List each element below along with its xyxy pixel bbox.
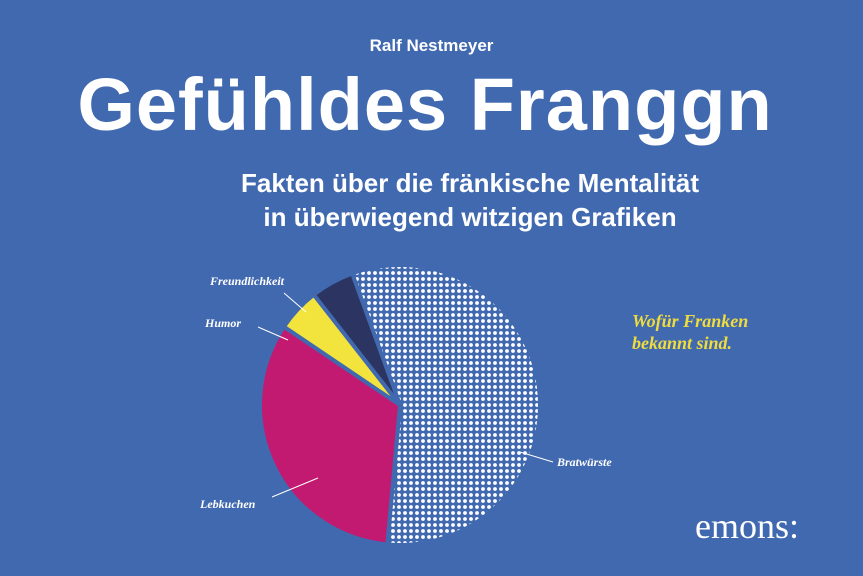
leader-line <box>283 292 307 313</box>
chart-title: Wofür Franken bekannt sind. <box>632 311 749 353</box>
author: Ralf Nestmeyer <box>369 36 494 55</box>
slice-label: Lebkuchen <box>199 497 256 511</box>
pie-slice <box>258 323 403 547</box>
publisher-logo: emons: <box>695 506 799 546</box>
leader-line <box>271 477 319 498</box>
slice-label: Bratwürste <box>556 455 612 469</box>
pie-slice <box>349 263 542 547</box>
leader-line <box>257 326 289 341</box>
book-title: Gefühldes Franggn <box>77 63 773 146</box>
leader-line <box>519 451 554 463</box>
slice-label: Freundlichkeit <box>209 274 285 288</box>
pie-slice <box>310 270 402 407</box>
slice-label: Humor <box>204 316 241 330</box>
subtitle: Fakten über die fränkische Mentalität in… <box>240 168 699 232</box>
